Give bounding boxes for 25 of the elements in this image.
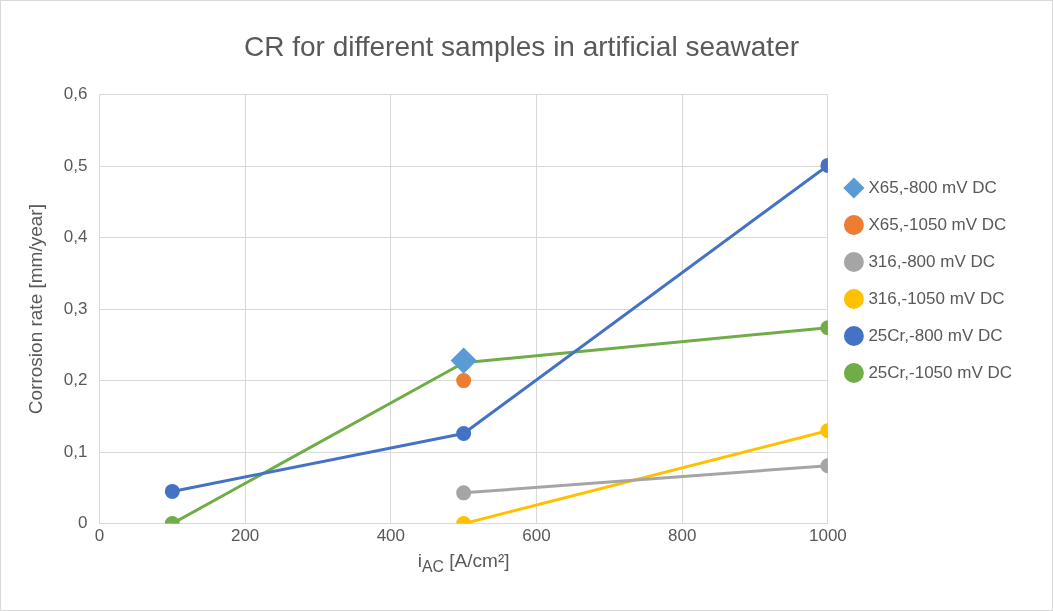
x-tick-label: 200 — [230, 526, 260, 546]
point — [456, 426, 472, 442]
legend-label: 25Cr,-800 mV DC — [868, 325, 1003, 345]
y-axis-title: Corrosion rate [mm/year] — [24, 204, 46, 415]
x-tick-label: 0 — [94, 526, 105, 546]
y-tick-label: 0,6 — [63, 84, 88, 104]
x-tick-label: 600 — [522, 526, 551, 546]
y-tick-label: 0,1 — [63, 441, 88, 461]
legend-label: X65,-1050 mV DC — [868, 214, 1007, 234]
point — [456, 373, 472, 389]
y-tick-label: 0,2 — [63, 370, 88, 390]
legend-label: 316,-800 mV DC — [868, 251, 996, 271]
legend-label: 25Cr,-1050 mV DC — [868, 362, 1013, 382]
x-axis-title: i$_{AC}$ [A/cm²] — [417, 550, 510, 576]
legend-label: 316,-1050 mV DC — [868, 288, 1005, 308]
x-tick-label: 400 — [376, 526, 405, 546]
chart-title: CR for different samples in artificial seawater — [243, 30, 800, 62]
point — [451, 348, 477, 374]
legend-label: X65,-800 mV DC — [868, 177, 997, 197]
y-tick-label: 0,5 — [63, 155, 88, 175]
y-tick-label: 0 — [77, 513, 88, 533]
x-tick-label: 1000 — [808, 526, 847, 546]
x-tick-label: 800 — [668, 526, 697, 546]
y-tick-label: 0,3 — [63, 298, 88, 318]
y-tick-label: 0,4 — [63, 227, 88, 247]
